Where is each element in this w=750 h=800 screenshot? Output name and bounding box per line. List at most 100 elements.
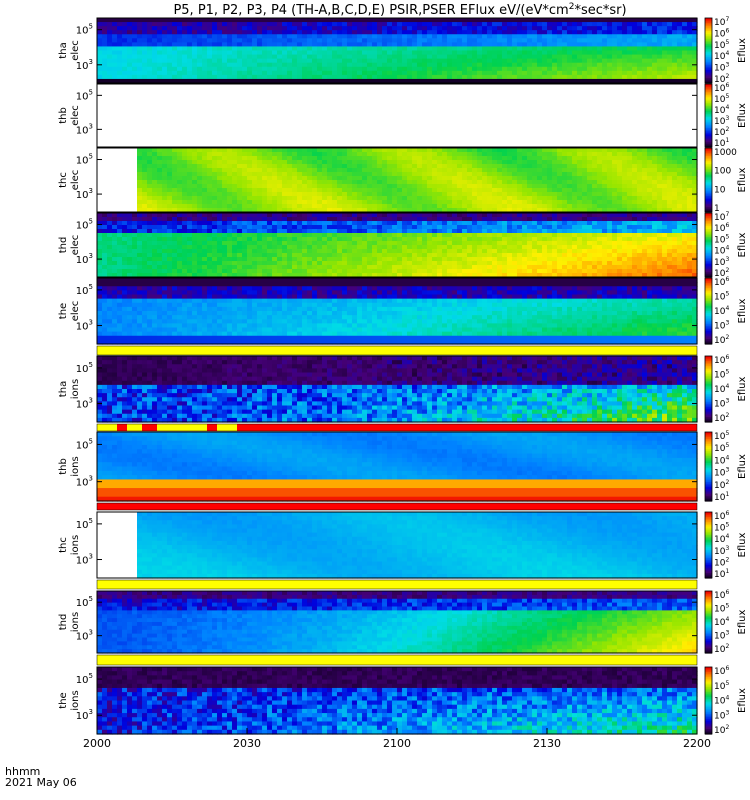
heatmap-cell [297,204,303,209]
heatmap-cell [112,70,118,76]
heatmap-cell [202,204,208,209]
heatmap-cell [602,74,608,80]
heatmap-cell [392,273,398,278]
heatmap-cell [577,152,583,157]
heatmap-cell [597,204,603,209]
heatmap-cell [307,152,313,157]
heatmap-cell [267,241,273,246]
heatmap-cell [187,200,193,205]
heatmap-cell [237,188,243,193]
heatmap-cell [467,200,473,205]
heatmap-cell [557,42,563,48]
heatmap-cell [327,188,333,193]
heatmap-cell [112,42,118,48]
heatmap-cell [552,164,558,169]
heatmap-cell [297,70,303,76]
colorbar-cell [705,199,712,202]
heatmap-cell [147,208,153,213]
heatmap-cell [137,237,143,242]
heatmap-cell [282,180,288,185]
heatmap-cell [292,213,298,218]
heatmap-cell [302,217,308,222]
heatmap-cell [277,221,283,226]
heatmap-cell [277,192,283,197]
heatmap-cell [157,152,163,157]
heatmap-cell [532,30,538,35]
heatmap-cell [667,70,673,76]
heatmap-cell [152,78,158,84]
heatmap-cell [172,18,178,23]
heatmap-cell [567,70,573,76]
heatmap-cell [117,70,123,76]
heatmap-cell [362,30,368,35]
heatmap-cell [322,241,328,246]
heatmap-cell [222,148,228,153]
heatmap-cell [102,257,108,262]
heatmap-cell [392,148,398,153]
heatmap-cell [417,18,423,23]
heatmap-cell [457,22,463,27]
heatmap-cell [682,46,688,52]
heatmap-cell [497,196,503,201]
heatmap-cell [372,249,378,254]
cbar-tick-base: 10 [714,64,726,74]
heatmap-cell [492,50,498,56]
heatmap-cell [637,184,643,189]
heatmap-cell [407,221,413,226]
heatmap-cell [457,38,463,43]
heatmap-cell [97,18,103,23]
heatmap-cell [182,58,188,64]
heatmap-cell [652,208,658,213]
heatmap-cell [457,46,463,52]
heatmap-cell [207,217,213,222]
heatmap-cell [197,196,203,201]
heatmap-cell [177,176,183,181]
heatmap-cell [302,26,308,31]
heatmap-cell [522,160,528,165]
heatmap-cell [607,74,613,80]
heatmap-cell [327,221,333,226]
heatmap-cell [142,78,148,84]
heatmap-cell [222,26,228,31]
heatmap-cell [172,22,178,27]
heatmap-cell [312,50,318,56]
heatmap-cell [292,249,298,254]
heatmap-cell [127,18,133,23]
heatmap-cell [267,172,273,177]
heatmap-cell [377,253,383,258]
heatmap-cell [667,54,673,60]
heatmap-cell [292,160,298,165]
heatmap-cell [322,257,328,262]
heatmap-cell [562,168,568,173]
heatmap-cell [97,237,103,242]
heatmap-cell [687,58,693,64]
heatmap-cell [472,184,478,189]
colorbar-cell [705,35,712,39]
heatmap-cell [407,172,413,177]
heatmap-cell [332,22,338,27]
heatmap-cell [297,176,303,181]
heatmap-cell [167,225,173,230]
heatmap-cell [412,70,418,76]
heatmap-cell [667,176,673,181]
heatmap-cell [337,30,343,35]
heatmap-cell [562,160,568,165]
heatmap-cell [567,156,573,161]
heatmap-cell [637,192,643,197]
heatmap-cell [252,265,258,270]
heatmap-cell [602,42,608,48]
heatmap-cell [392,70,398,76]
colorbar-cell [705,196,712,199]
heatmap-cell [427,229,433,234]
heatmap-cell [192,188,198,193]
heatmap-cell [467,46,473,52]
heatmap-cell [167,245,173,250]
heatmap-cell [602,70,608,76]
heatmap-cell [557,184,563,189]
heatmap-cell [417,229,423,234]
heatmap-cell [127,269,133,274]
heatmap-cell [337,18,343,23]
heatmap-cell [592,176,598,181]
heatmap-cell [477,196,483,201]
heatmap-cell [162,188,168,193]
